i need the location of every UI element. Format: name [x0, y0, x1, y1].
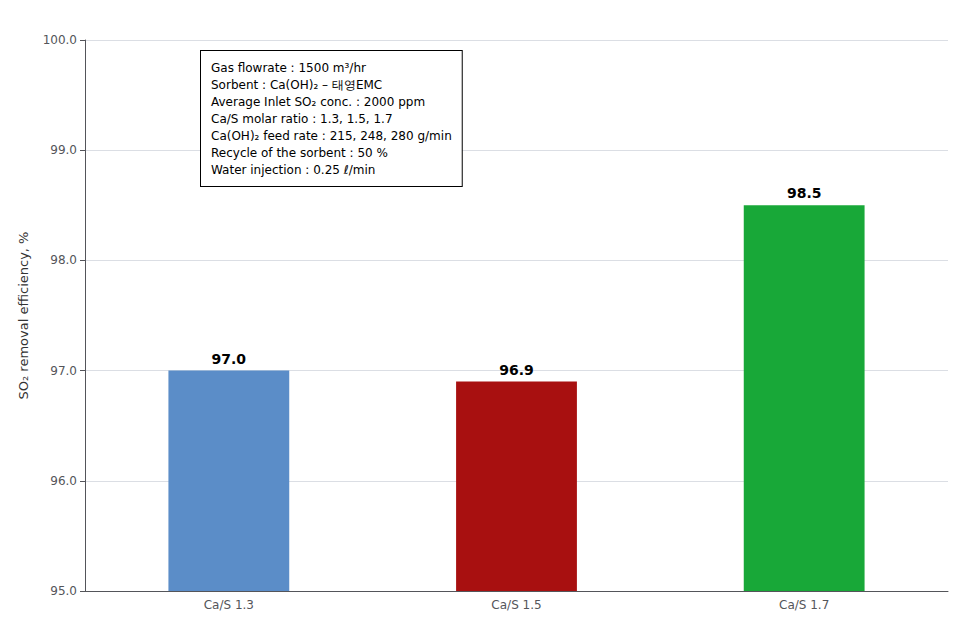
svg-text:Ca/S molar ratio : 1.3, 1.5, 1: Ca/S molar ratio : 1.3, 1.5, 1.7 — [211, 112, 393, 126]
svg-text:Sorbent : Ca(OH)₂ – 태영EMC: Sorbent : Ca(OH)₂ – 태영EMC — [211, 78, 382, 92]
svg-text:98.5: 98.5 — [787, 185, 822, 201]
svg-text:96.9: 96.9 — [499, 362, 534, 378]
svg-text:Average Inlet SO₂ conc. : 2000: Average Inlet SO₂ conc. : 2000 ppm — [211, 95, 425, 109]
svg-text:98.0: 98.0 — [50, 253, 77, 267]
svg-text:Ca/S 1.5: Ca/S 1.5 — [491, 598, 541, 612]
svg-text:Water injection : 0.25 ℓ/min: Water injection : 0.25 ℓ/min — [211, 163, 375, 177]
svg-text:96.0: 96.0 — [50, 474, 77, 488]
svg-text:Ca/S 1.3: Ca/S 1.3 — [204, 598, 254, 612]
svg-text:Ca/S 1.7: Ca/S 1.7 — [779, 598, 829, 612]
svg-text:Gas flowrate : 1500 m³/hr: Gas flowrate : 1500 m³/hr — [211, 61, 366, 75]
svg-text:SO₂ removal efficiency, %: SO₂ removal efficiency, % — [16, 232, 31, 400]
svg-text:95.0: 95.0 — [50, 584, 77, 598]
svg-text:100.0: 100.0 — [43, 33, 77, 47]
svg-text:97.0: 97.0 — [212, 351, 247, 367]
svg-text:Ca(OH)₂ feed rate : 215, 248,: Ca(OH)₂ feed rate : 215, 248, 280 g/min — [211, 129, 452, 143]
svg-text:97.0: 97.0 — [50, 364, 77, 378]
svg-text:99.0: 99.0 — [50, 143, 77, 157]
svg-text:Recycle of the sorbent : 50 %: Recycle of the sorbent : 50 % — [211, 146, 388, 160]
